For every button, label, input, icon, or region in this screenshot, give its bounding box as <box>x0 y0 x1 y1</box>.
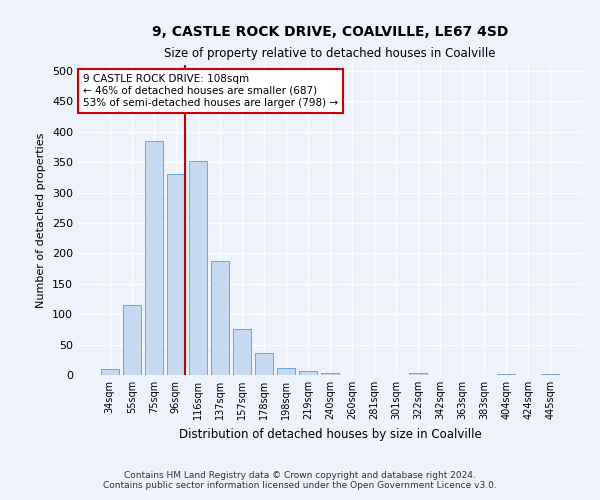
Bar <box>189 161 206 375</box>
Text: 9 CASTLE ROCK DRIVE: 108sqm
← 46% of detached houses are smaller (687)
53% of se: 9 CASTLE ROCK DRIVE: 108sqm ← 46% of det… <box>83 74 338 108</box>
Bar <box>541 374 559 375</box>
Text: Contains HM Land Registry data © Crown copyright and database right 2024.
Contai: Contains HM Land Registry data © Crown c… <box>103 470 497 490</box>
Bar <box>211 260 229 375</box>
Bar <box>123 305 140 375</box>
Bar <box>255 352 273 375</box>
Bar <box>321 372 339 375</box>
Bar <box>233 329 251 375</box>
Bar <box>277 368 295 375</box>
Bar <box>409 373 427 375</box>
Bar <box>145 141 163 375</box>
Bar <box>101 369 119 375</box>
Bar <box>167 174 185 375</box>
X-axis label: Distribution of detached houses by size in Coalville: Distribution of detached houses by size … <box>179 428 481 440</box>
Text: 9, CASTLE ROCK DRIVE, COALVILLE, LE67 4SD: 9, CASTLE ROCK DRIVE, COALVILLE, LE67 4S… <box>152 25 508 39</box>
Bar <box>497 374 515 375</box>
Bar <box>299 372 317 375</box>
Y-axis label: Number of detached properties: Number of detached properties <box>37 132 46 308</box>
Text: Size of property relative to detached houses in Coalville: Size of property relative to detached ho… <box>164 48 496 60</box>
